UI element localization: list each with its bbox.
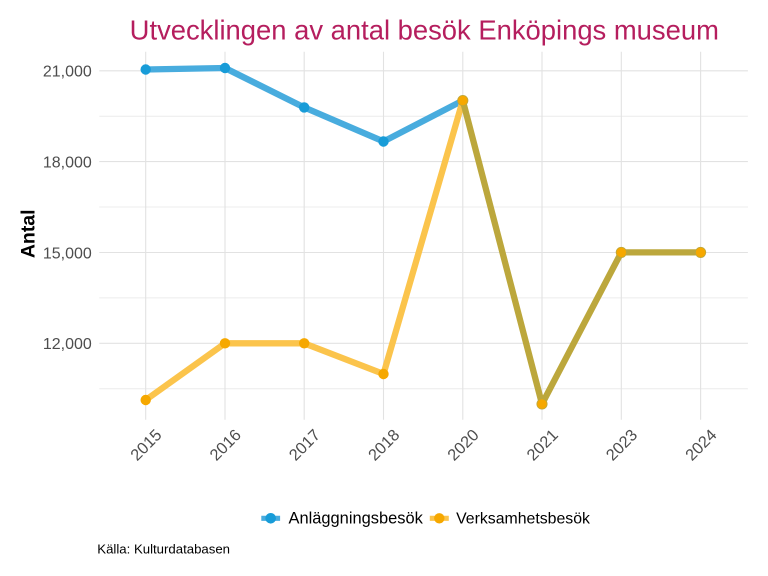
- svg-text:Utvecklingen av antal besök En: Utvecklingen av antal besök Enköpings mu…: [130, 15, 719, 46]
- svg-text:Källa: Kulturdatabasen: Källa: Kulturdatabasen: [97, 541, 230, 556]
- svg-text:Verksamhetsbesök: Verksamhetsbesök: [456, 510, 590, 527]
- svg-text:Anläggningsbesök: Anläggningsbesök: [289, 509, 424, 527]
- svg-text:Antal: Antal: [18, 209, 40, 258]
- svg-text:18,000: 18,000: [43, 154, 92, 171]
- svg-text:15,000: 15,000: [43, 245, 92, 262]
- svg-text:21,000: 21,000: [43, 64, 92, 81]
- svg-text:12,000: 12,000: [43, 336, 92, 353]
